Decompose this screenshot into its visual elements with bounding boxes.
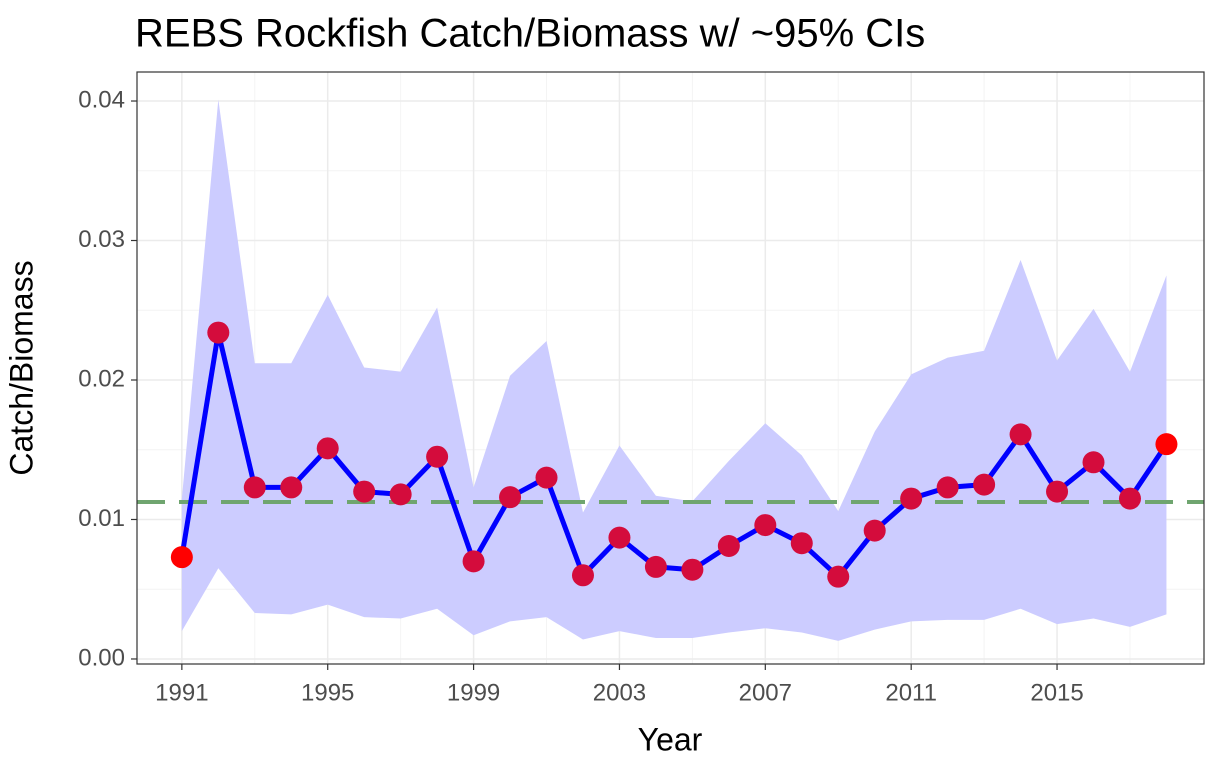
x-tick-label: 2011 xyxy=(885,679,937,706)
y-tick-label: 0.04 xyxy=(78,86,125,113)
y-tick-label: 0.00 xyxy=(78,644,125,671)
data-point xyxy=(1118,487,1141,510)
data-point xyxy=(1155,433,1178,456)
x-axis-label: Year xyxy=(638,721,703,757)
data-point xyxy=(754,514,777,537)
y-axis-label: Catch/Biomass xyxy=(3,260,39,475)
data-point xyxy=(1046,480,1069,503)
data-point xyxy=(170,546,193,569)
data-point xyxy=(499,486,522,509)
x-tick-label: 1991 xyxy=(155,679,208,706)
data-point xyxy=(827,565,850,588)
x-tick-label: 2003 xyxy=(593,679,646,706)
data-point xyxy=(1009,423,1032,446)
data-point xyxy=(790,532,813,555)
data-point xyxy=(936,476,959,499)
data-point xyxy=(462,550,485,573)
data-point xyxy=(644,555,667,578)
data-point xyxy=(243,476,266,499)
data-point xyxy=(863,519,886,542)
data-point xyxy=(608,526,631,549)
data-point xyxy=(353,480,376,503)
ci-band xyxy=(181,99,1167,641)
y-tick-label: 0.01 xyxy=(78,505,125,532)
data-point xyxy=(1082,451,1105,474)
data-point xyxy=(535,466,558,489)
series-line xyxy=(179,330,1169,580)
data-point xyxy=(280,476,303,499)
data-point xyxy=(389,483,412,506)
x-tick-label: 2007 xyxy=(739,679,792,706)
data-point xyxy=(973,473,996,496)
x-tick-label: 2015 xyxy=(1030,679,1083,706)
data-point xyxy=(207,321,230,344)
data-point xyxy=(571,564,594,587)
panel-border xyxy=(136,71,1205,665)
x-tick-label: 1999 xyxy=(447,679,500,706)
data-point xyxy=(426,445,449,468)
data-point xyxy=(717,534,740,557)
y-tick-label: 0.02 xyxy=(78,365,125,392)
y-tick-label: 0.03 xyxy=(78,226,125,253)
x-tick-label: 1995 xyxy=(301,679,354,706)
data-point xyxy=(681,558,704,581)
data-point xyxy=(900,487,923,510)
chart-title: REBS Rockfish Catch/Biomass w/ ~95% CIs xyxy=(135,12,925,56)
data-point xyxy=(316,437,339,460)
